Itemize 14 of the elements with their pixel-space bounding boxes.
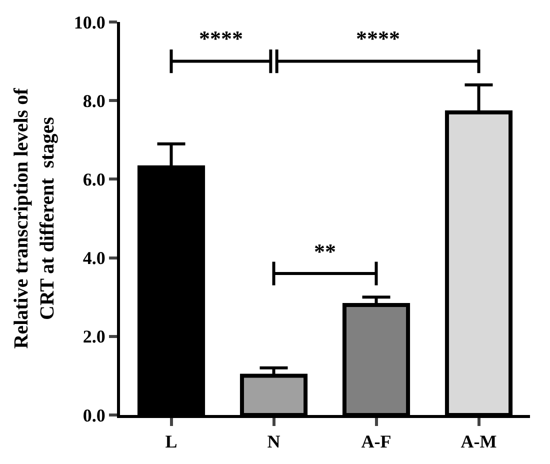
- y-tick-label: 10.0: [74, 12, 106, 32]
- annotation: ****: [356, 26, 400, 51]
- annotation: **: [314, 239, 336, 264]
- y-tick-label: 6.0: [82, 170, 106, 190]
- y-tick-label: 0.0: [82, 405, 106, 426]
- x-tick-label: A-M: [460, 432, 497, 452]
- x-tick-label: N: [267, 432, 280, 452]
- annotation: ****: [199, 26, 243, 51]
- y-tick-label: 8.0: [82, 90, 106, 111]
- y-tick-label: 4.0: [82, 248, 106, 268]
- y-tick-label: 2.0: [82, 326, 106, 347]
- x-tick-label: A-F: [361, 432, 392, 452]
- x-tick-label: L: [165, 432, 178, 452]
- y-axis-title: Relative transcription levels of CRT at different stages: [10, 88, 58, 349]
